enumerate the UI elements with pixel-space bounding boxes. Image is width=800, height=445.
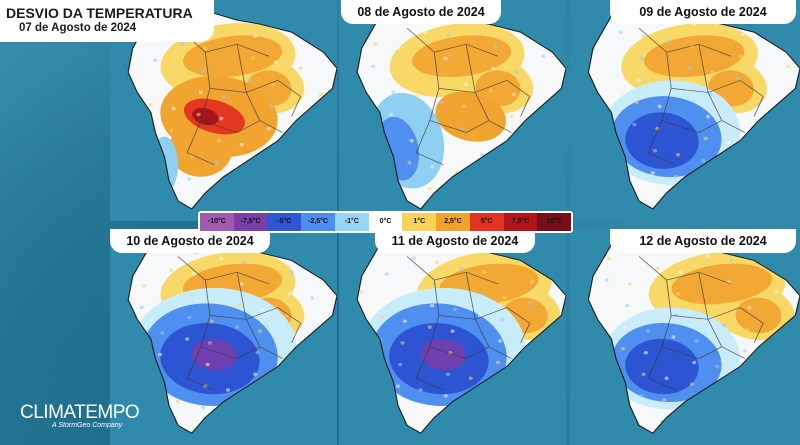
map-date-label: 08 de Agosto de 2024	[341, 0, 501, 24]
south-america-map	[339, 0, 566, 221]
legend-swatch: 2,5°C	[436, 213, 470, 231]
legend-swatch: -1°C	[334, 213, 369, 231]
south-america-map	[110, 229, 337, 445]
legend-swatch: -5°C	[267, 213, 302, 231]
legend-swatch: -2,5°C	[301, 213, 335, 231]
legend-swatch: 5°C	[469, 213, 504, 231]
legend-swatch: 10°C	[537, 213, 572, 231]
map-panel: 10 de Agosto de 2024	[110, 229, 337, 445]
map-date-label: 11 de Agosto de 2024	[375, 229, 535, 253]
map-panel: 11 de Agosto de 2024	[339, 229, 566, 445]
map-panel: 08 de Agosto de 2024	[339, 0, 566, 221]
map-date-label: 10 de Agosto de 2024	[110, 229, 270, 253]
page-title: DESVIO DA TEMPERATURA	[6, 5, 193, 21]
south-america-map	[570, 0, 800, 221]
south-america-map	[339, 229, 566, 445]
climatempo-logo: CLIMATEMPO A StormGeo Company	[20, 402, 140, 429]
south-america-map	[570, 229, 800, 445]
map-date-label: 09 de Agosto de 2024	[610, 0, 796, 24]
legend-swatch: 1°C	[402, 213, 437, 231]
legend-swatch: 7,5°C	[503, 213, 538, 231]
color-legend: -10°C -7,5°C -5°C -2,5°C -1°C 0°C 1°C 2,5°C 5°C 7…	[198, 211, 573, 233]
legend-swatch: -10°C	[200, 213, 234, 231]
legend-swatch: -7,5°C	[233, 213, 268, 231]
brand-name: CLIMATEMPO	[20, 402, 140, 423]
title-box: DESVIO DA TEMPERATURA 07 de Agosto de 20…	[0, 0, 214, 42]
map-panel: 12 de Agosto de 2024	[570, 229, 800, 445]
page-date: 07 de Agosto de 2024	[19, 22, 137, 34]
map-panel: 09 de Agosto de 2024	[570, 0, 800, 221]
legend-swatch: 0°C	[368, 213, 403, 231]
brand-tagline: A StormGeo Company	[52, 422, 123, 429]
map-date-label: 12 de Agosto de 2024	[610, 229, 796, 253]
